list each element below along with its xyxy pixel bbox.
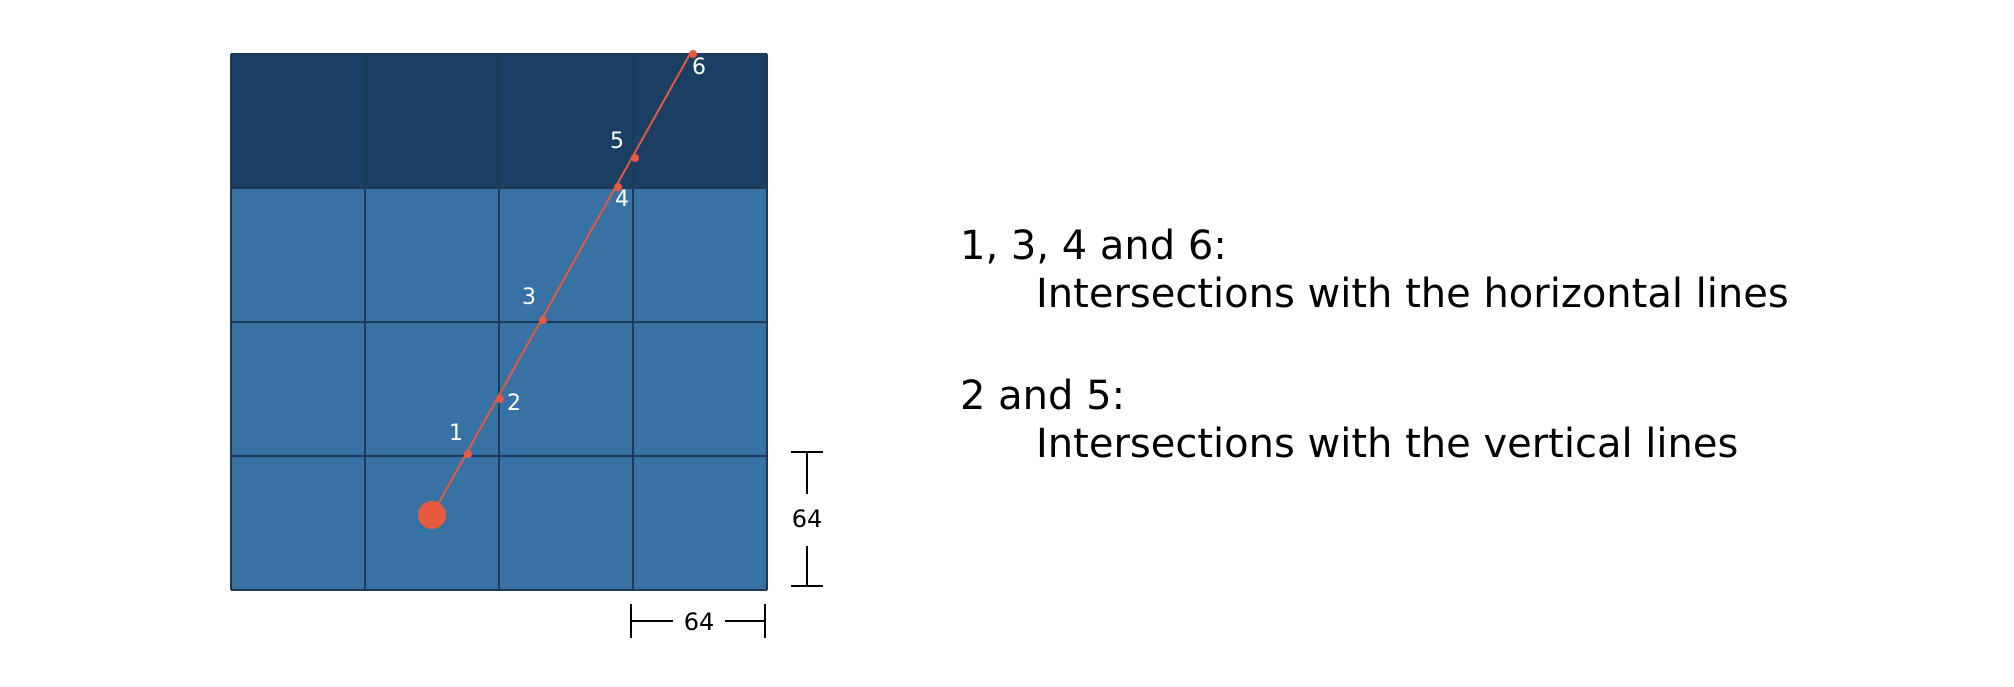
player-dot xyxy=(418,501,446,529)
floor-cell xyxy=(231,456,365,590)
legend-vertical-intersections: 2 and 5: Intersections with the vertical… xyxy=(960,372,1738,468)
horizontal-dimension: 64 xyxy=(630,604,766,638)
floor-cell xyxy=(365,322,499,456)
intersection-label: 2 xyxy=(507,391,521,416)
wall-cell xyxy=(633,54,767,188)
intersection-point xyxy=(539,316,547,324)
floor-cell xyxy=(231,188,365,322)
floor-cell xyxy=(633,188,767,322)
intersection-point xyxy=(614,183,622,191)
intersection-label: 3 xyxy=(522,285,536,310)
floor-cell xyxy=(365,188,499,322)
legend-horizontal-intersections: 1, 3, 4 and 6: Intersections with the ho… xyxy=(960,222,1789,318)
wall-cell xyxy=(499,54,633,188)
raycast-diagram: 1 2 3 4 5 6 64 64 xyxy=(230,50,823,638)
horizontal-dimension-label: 64 xyxy=(684,608,715,636)
intersection-label: 5 xyxy=(610,129,624,154)
intersection-label: 6 xyxy=(692,55,706,80)
intersection-point xyxy=(496,395,504,403)
vertical-dimension-label: 64 xyxy=(792,505,823,533)
grid-cells xyxy=(231,54,767,590)
floor-cell xyxy=(499,322,633,456)
wall-cell xyxy=(231,54,365,188)
legend-vertical-detail: Intersections with the vertical lines xyxy=(1036,421,1739,467)
intersection-point xyxy=(631,154,639,162)
legend-vertical-heading: 2 and 5: xyxy=(960,373,1126,419)
wall-cell xyxy=(365,54,499,188)
floor-cell xyxy=(633,322,767,456)
floor-cell xyxy=(633,456,767,590)
intersection-label: 4 xyxy=(615,187,629,212)
vertical-dimension: 64 xyxy=(791,451,823,587)
intersection-point xyxy=(464,450,472,458)
ray-line xyxy=(431,53,691,516)
intersection-point xyxy=(689,50,697,58)
legend-horizontal-heading: 1, 3, 4 and 6: xyxy=(960,223,1227,269)
legend-horizontal-detail: Intersections with the horizontal lines xyxy=(1036,271,1789,317)
floor-cell xyxy=(231,322,365,456)
intersection-label: 1 xyxy=(449,421,463,446)
intersection-points: 1 2 3 4 5 6 xyxy=(449,50,706,458)
floor-cell xyxy=(499,456,633,590)
grid-lines xyxy=(230,53,768,591)
floor-cell xyxy=(499,188,633,322)
